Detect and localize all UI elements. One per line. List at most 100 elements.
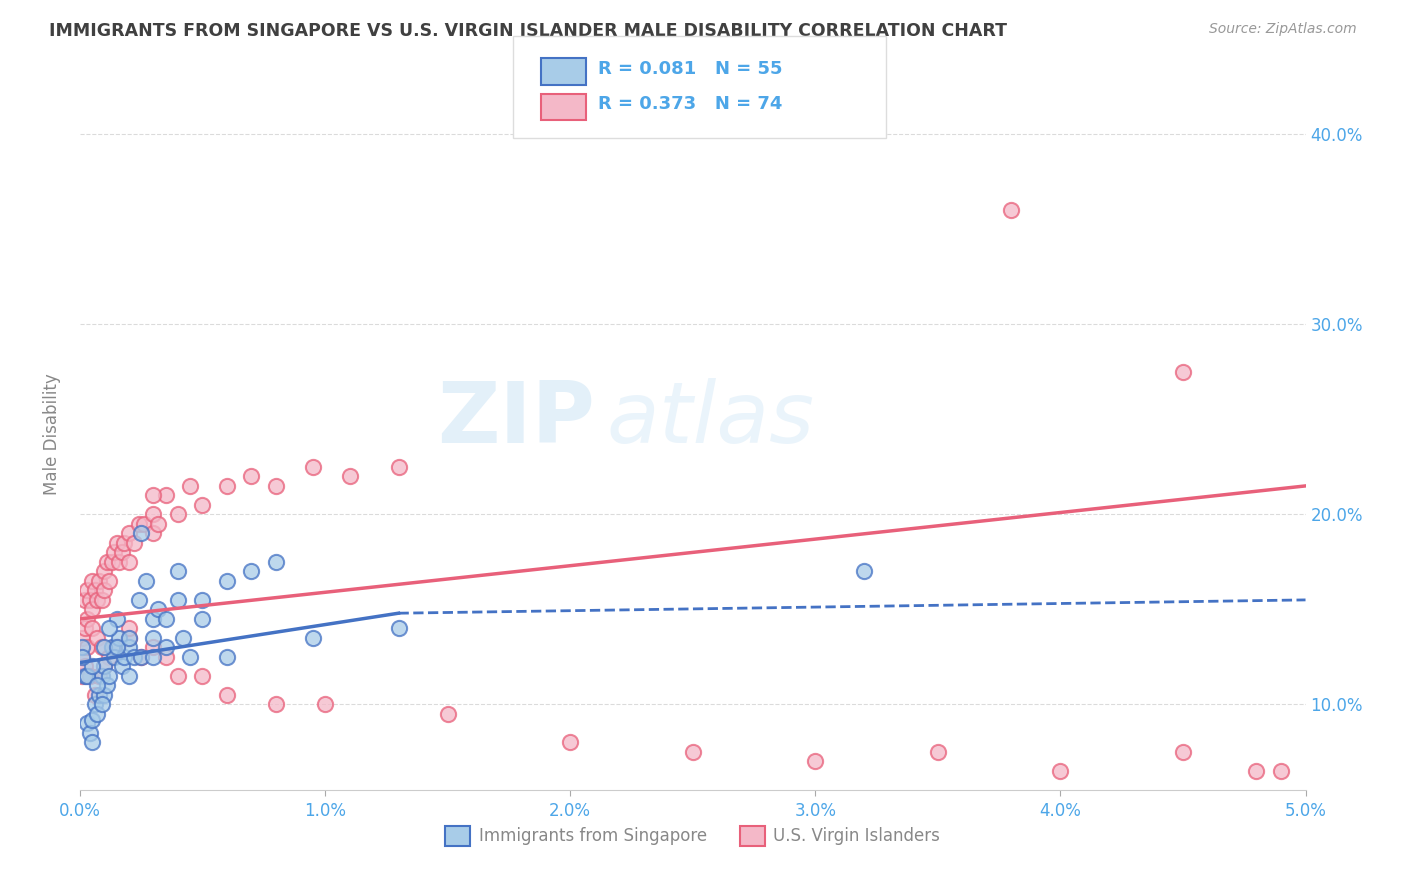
Point (96, 555, 118, 569)
Point (72, 649, 94, 664)
Point (93, 659, 115, 673)
Text: R = 0.373   N = 74: R = 0.373 N = 74 (598, 95, 782, 113)
Point (167, 508, 190, 522)
Point (682, 745, 704, 759)
Point (155, 488, 177, 502)
Point (76, 640, 98, 655)
Point (1171, 745, 1194, 759)
Point (172, 631, 194, 645)
Point (105, 612, 128, 626)
Point (167, 593, 190, 607)
Point (86, 706, 108, 721)
Point (82, 713, 104, 727)
Point (179, 479, 201, 493)
Point (128, 593, 150, 607)
Point (155, 640, 177, 655)
Point (100, 640, 122, 655)
Point (73, 669, 96, 683)
Point (264, 555, 287, 569)
Point (98, 574, 121, 588)
Point (927, 745, 949, 759)
Point (83, 583, 105, 598)
Point (73, 621, 96, 635)
Point (76, 716, 98, 731)
Point (110, 545, 132, 559)
Point (79, 593, 101, 607)
Point (264, 698, 287, 712)
Point (108, 555, 131, 569)
Point (98, 649, 121, 664)
Point (191, 612, 214, 626)
Point (72, 640, 94, 655)
Point (148, 516, 170, 531)
Point (240, 469, 263, 483)
Point (264, 479, 287, 493)
Point (96, 678, 118, 692)
Point (72, 649, 94, 664)
Point (191, 498, 214, 512)
Point (1049, 764, 1071, 778)
Point (100, 555, 122, 569)
Point (82, 574, 104, 588)
Point (558, 735, 581, 749)
Point (167, 565, 190, 579)
Point (98, 669, 121, 683)
Point (167, 669, 190, 683)
Point (82, 735, 104, 749)
Point (191, 669, 214, 683)
Point (215, 574, 238, 588)
Point (90, 593, 112, 607)
Point (142, 631, 165, 645)
Point (83, 688, 105, 702)
Point (436, 706, 458, 721)
Legend: Immigrants from Singapore, U.S. Virgin Islanders: Immigrants from Singapore, U.S. Virgin I… (439, 819, 946, 853)
Point (1171, 365, 1194, 379)
Point (82, 659, 104, 673)
Point (142, 612, 165, 626)
Point (103, 649, 125, 664)
Point (105, 640, 128, 655)
Point (301, 459, 323, 474)
Point (93, 565, 115, 579)
Point (90, 669, 112, 683)
Point (118, 631, 141, 645)
Point (387, 459, 409, 474)
Point (142, 640, 165, 655)
Point (76, 612, 98, 626)
Point (105, 640, 128, 655)
Point (108, 631, 131, 645)
Point (86, 678, 108, 692)
Point (98, 621, 121, 635)
Point (72, 669, 94, 683)
Point (129, 649, 152, 664)
Point (93, 640, 115, 655)
Text: ZIP: ZIP (437, 378, 595, 461)
Point (90, 698, 112, 712)
Point (215, 649, 238, 664)
Point (215, 479, 238, 493)
Point (135, 574, 157, 588)
Point (112, 536, 135, 550)
Point (76, 669, 98, 683)
Point (142, 526, 165, 541)
Point (90, 640, 112, 655)
Point (314, 698, 336, 712)
Point (215, 688, 238, 702)
Point (155, 612, 177, 626)
Point (93, 583, 115, 598)
Point (142, 649, 165, 664)
Point (118, 669, 141, 683)
Point (118, 526, 141, 541)
Text: Source: ZipAtlas.com: Source: ZipAtlas.com (1209, 22, 1357, 37)
Point (301, 631, 323, 645)
Point (76, 583, 98, 598)
Point (73, 659, 96, 673)
Point (1270, 764, 1292, 778)
Point (89, 669, 111, 683)
Point (142, 488, 165, 502)
Point (118, 621, 141, 635)
Point (339, 469, 361, 483)
Point (79, 726, 101, 740)
Point (72, 631, 94, 645)
Point (89, 688, 111, 702)
